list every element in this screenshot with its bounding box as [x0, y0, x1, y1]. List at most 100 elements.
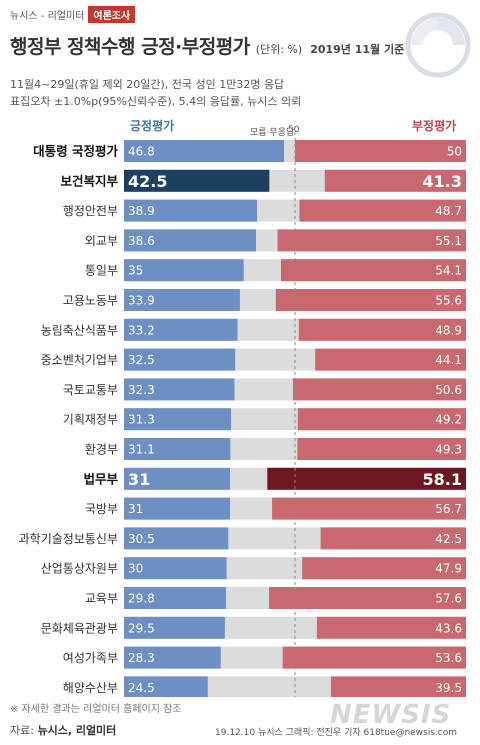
- page-title: 행정부 정책수행 긍정·부정평가: [10, 36, 250, 58]
- negative-bar: [297, 408, 466, 431]
- credit-line: 19.12.10 뉴시스 그래픽: 전진우 기자 618tue@newsis.c…: [215, 728, 458, 738]
- negative-bar: [267, 467, 466, 490]
- category-label: 대통령 국정평가: [33, 144, 118, 159]
- category-label: 여성가족부: [63, 651, 118, 665]
- positive-value-label: 29.5: [128, 621, 155, 635]
- diverging-bar-chart: 대통령 국정평가 46.8 50 보건복지부 42.5 41.3 행정안전부 38.9 48.7…: [19, 132, 466, 697]
- negative-value-label: 50.6: [435, 383, 462, 397]
- category-label: 산업통상자원부: [41, 562, 118, 576]
- positive-value-label: 35: [128, 264, 143, 278]
- negative-value-label: 41.3: [423, 172, 462, 191]
- negative-value-label: 44.1: [435, 353, 462, 367]
- negative-bar: [299, 199, 466, 222]
- negative-value-label: 48.9: [435, 323, 462, 337]
- negative-bar: [324, 169, 466, 192]
- positive-bar: [124, 199, 258, 222]
- positive-bar: [124, 676, 208, 697]
- positive-bar: [124, 169, 270, 192]
- positive-value-label: 42.5: [128, 172, 167, 191]
- category-label: 고용노동부: [63, 294, 118, 308]
- negative-value-label: 58.1: [423, 470, 462, 489]
- category-label: 법무부: [83, 471, 118, 486]
- positive-bar: [124, 587, 226, 609]
- negative-value-label: 56.7: [435, 502, 462, 516]
- negative-bar: [295, 140, 466, 162]
- negative-bar: [275, 289, 466, 311]
- category-label: 해양수산부: [63, 681, 118, 695]
- negative-value-label: 53.6: [435, 651, 462, 665]
- title-row: 행정부 정책수행 긍정·부정평가 (단위: %) 2019년 11월 기준: [10, 32, 404, 59]
- positive-bar: [124, 646, 221, 669]
- positive-bar: [124, 467, 231, 490]
- negative-value-label: 43.6: [435, 621, 462, 635]
- source-label: 자료:: [10, 724, 38, 737]
- category-label: 기획재정부: [63, 413, 118, 427]
- positive-bar: [124, 527, 229, 550]
- positive-bar: [124, 289, 240, 311]
- brand-label: 뉴시스 - 리얼미터: [10, 10, 85, 22]
- category-label: 국토교통부: [63, 383, 118, 397]
- category-label: 농림축산식품부: [41, 323, 118, 337]
- category-label: 외교부: [85, 234, 118, 248]
- negative-bar: [316, 616, 466, 639]
- legend-positive: 긍정평가: [130, 119, 175, 133]
- positive-value-label: 24.5: [128, 681, 155, 695]
- negative-bar: [302, 557, 466, 580]
- legend-midpoint: 50: [288, 125, 300, 135]
- survey-note-line1: 11월4~29일(휴일 제외 20일간), 전국 성인 1만32명 응답: [10, 78, 285, 91]
- positive-value-label: 38.9: [128, 204, 155, 218]
- positive-value-label: 28.3: [128, 651, 155, 665]
- negative-bar: [330, 676, 466, 697]
- negative-value-label: 39.5: [435, 681, 462, 695]
- positive-value-label: 29.8: [128, 592, 155, 606]
- positive-value-label: 46.8: [128, 145, 155, 159]
- negative-bar: [277, 229, 466, 252]
- legend-unknown: 모름·무응답: [250, 128, 295, 138]
- negative-bar: [280, 259, 466, 282]
- category-label: 행정안전부: [63, 203, 118, 218]
- positive-bar: [124, 348, 236, 371]
- positive-value-label: 33.2: [128, 323, 155, 337]
- category-label: 중소벤처기업부: [41, 353, 118, 367]
- negative-bar: [315, 348, 466, 371]
- positive-bar: [124, 438, 231, 460]
- positive-bar: [124, 318, 238, 341]
- category-label: 보건복지부: [60, 173, 118, 188]
- negative-value-label: 50: [447, 145, 462, 159]
- category-label: 문화체육관광부: [41, 621, 118, 635]
- unit-label: (단위: %): [255, 43, 303, 56]
- category-label: 교육부: [85, 592, 118, 606]
- survey-note-line2: 표집오차 ±1.0%p(95%신뢰수준), 5.4의 응답률, 뉴시스 의뢰: [10, 95, 302, 108]
- basis-label: 2019년 11월 기준: [310, 43, 405, 56]
- negative-value-label: 49.2: [435, 413, 462, 427]
- positive-bar: [124, 408, 232, 431]
- positive-value-label: 31.3: [128, 413, 155, 427]
- negative-bar: [297, 438, 466, 460]
- negative-bar: [292, 378, 466, 401]
- positive-bar: [124, 259, 244, 282]
- positive-bar: [124, 616, 225, 639]
- positive-value-label: 31.1: [128, 443, 155, 457]
- negative-bar: [272, 497, 466, 520]
- positive-value-label: 38.6: [128, 234, 155, 248]
- positive-value-label: 30: [128, 562, 143, 576]
- positive-bar: [124, 378, 235, 401]
- header-tag: 뉴시스 - 리얼미터 여론조사: [10, 5, 136, 23]
- category-label: 통일부: [85, 264, 118, 278]
- category-label: 과학기술정보통신부: [19, 532, 118, 546]
- positive-value-label: 33.9: [128, 294, 155, 308]
- negative-bar: [320, 527, 466, 550]
- source-value: 뉴시스, 리얼미터: [37, 724, 117, 737]
- positive-value-label: 31: [128, 470, 150, 489]
- negative-value-label: 55.1: [435, 234, 462, 248]
- footnote: ※ 자세한 결과는 리얼미터 홈페이지 참조: [10, 704, 182, 715]
- positive-value-label: 30.5: [128, 532, 155, 546]
- survey-notes: 11월4~29일(휴일 제외 20일간), 전국 성인 1만32명 응답 표집오…: [10, 76, 301, 110]
- positive-value-label: 32.5: [128, 353, 155, 367]
- survey-tag: 여론조사: [88, 5, 136, 23]
- negative-value-label: 57.6: [435, 592, 462, 606]
- negative-value-label: 55.6: [435, 294, 462, 308]
- negative-value-label: 42.5: [435, 532, 462, 546]
- category-label: 국방부: [85, 502, 118, 516]
- positive-bar: [124, 229, 257, 252]
